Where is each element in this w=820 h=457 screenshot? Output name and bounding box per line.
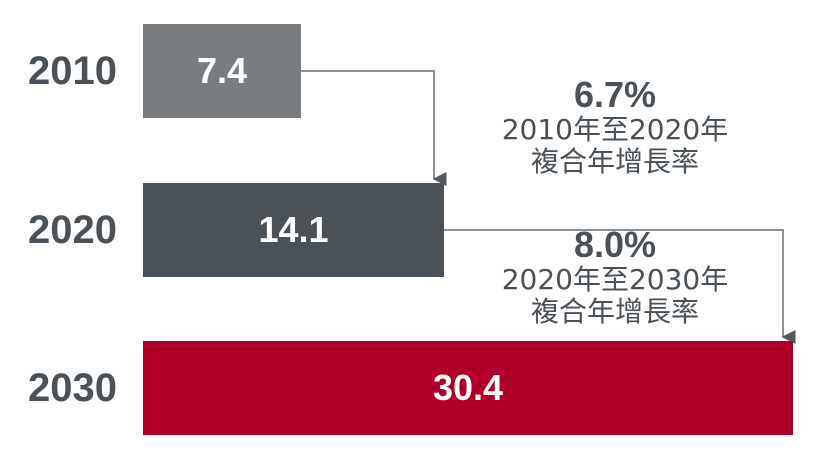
growth-period: 2010年至2020年 — [501, 112, 729, 146]
bar-2030: 30.4 — [143, 341, 793, 435]
bar-value-2010: 7.4 — [196, 50, 248, 91]
year-label-2010: 2010 — [28, 49, 117, 93]
year-label-2030: 2030 — [28, 366, 117, 410]
growth-annotation-2020-2030: 8.0% 2020年至2030年 複合年增長率 — [475, 226, 755, 328]
bar-value-2020: 14.1 — [258, 209, 329, 250]
growth-description: 複合年增長率 — [530, 144, 699, 178]
growth-annotation-2010-2020: 6.7% 2010年至2020年 複合年增長率 — [475, 76, 755, 178]
bar-value-2030: 30.4 — [432, 367, 504, 408]
growth-rate: 8.0% — [573, 224, 657, 265]
bar-2020: 14.1 — [143, 183, 444, 277]
year-label-2020: 2020 — [28, 208, 117, 252]
growth-description: 複合年增長率 — [530, 294, 699, 328]
growth-arrow-2010-2020 — [301, 70, 447, 186]
growth-rate: 6.7% — [573, 74, 657, 115]
bar-2010: 7.4 — [143, 24, 301, 118]
growth-period: 2020年至2030年 — [501, 262, 729, 296]
